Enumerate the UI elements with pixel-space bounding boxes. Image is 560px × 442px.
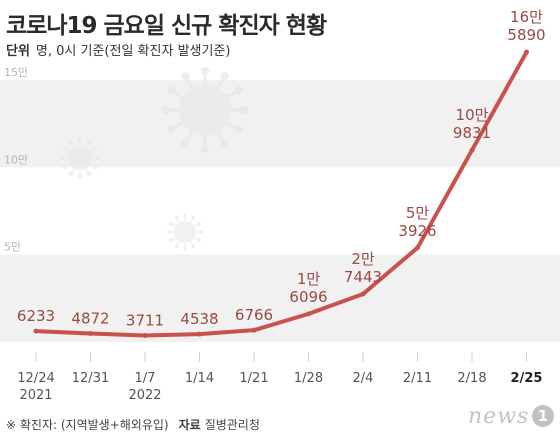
- virus-illustration: [60, 138, 100, 178]
- x-tick-label: 2021: [19, 388, 52, 403]
- x-tick-label: 2/18: [457, 371, 486, 386]
- data-point: [88, 330, 93, 336]
- data-label: 4538: [180, 310, 218, 328]
- data-label: 2만: [351, 250, 375, 268]
- data-point: [197, 331, 202, 337]
- data-point: [142, 333, 148, 339]
- virus-illustration: [166, 213, 204, 251]
- chart-title: 코로나19 금요일 신규 확진자 현황: [6, 13, 327, 39]
- x-tick-label: 2/4: [353, 371, 374, 386]
- source-text: 질병관리청: [204, 418, 260, 432]
- unit-note: 단위 명, 0시 기준(전일 확진자 발생기준): [6, 40, 230, 59]
- data-point: [33, 328, 39, 334]
- data-label: 4872: [71, 309, 109, 327]
- x-tick-label: 2/25: [511, 371, 543, 386]
- data-label: 16만: [510, 8, 543, 26]
- x-tick-label: 1/21: [239, 371, 268, 386]
- data-label: 6096: [289, 288, 327, 306]
- data-point: [415, 245, 420, 251]
- data-label: 5890: [507, 26, 545, 44]
- data-label: 9831: [453, 124, 491, 142]
- x-tick-label: 12/31: [72, 371, 109, 386]
- source-label: 자료: [178, 418, 201, 432]
- data-point: [524, 49, 529, 55]
- news1-logo: news 1: [468, 404, 555, 429]
- y-tick-label: 15만: [4, 66, 28, 79]
- data-label: 7443: [344, 268, 382, 286]
- x-tick-label: 1/28: [294, 371, 323, 386]
- data-label: 1만: [297, 270, 321, 288]
- y-tick-label: 10만: [4, 153, 28, 166]
- data-point: [360, 291, 366, 297]
- x-tick-label: 1/14: [185, 371, 214, 386]
- grid-band: [0, 254, 560, 342]
- series-line: [34, 50, 529, 338]
- data-point: [251, 327, 257, 333]
- data-label: 6233: [17, 307, 55, 325]
- unit-text: 명, 0시 기준(전일 확진자 발생기준): [35, 44, 231, 59]
- data-label: 3711: [126, 312, 164, 330]
- x-tick-label: 12/24: [17, 371, 54, 386]
- virus-illustration: [161, 66, 249, 154]
- data-label: 3926: [398, 222, 436, 240]
- data-point: [469, 147, 475, 153]
- data-label: 10만: [456, 106, 489, 124]
- data-label: 5만: [406, 204, 430, 222]
- x-tick-label: 1/7: [135, 371, 156, 386]
- footer-note: ※ 확진자: (지역발생+해외유입) 자료 질병관리청: [6, 416, 260, 433]
- y-tick-label: 5만: [4, 241, 21, 254]
- data-point: [306, 311, 311, 317]
- x-tick-label: 2/11: [403, 371, 432, 386]
- footnote: ※ 확진자: (지역발생+해외유입): [6, 418, 169, 432]
- data-label: 6766: [235, 306, 273, 324]
- unit-label: 단위: [6, 44, 30, 59]
- x-tick-label: 2022: [128, 388, 161, 403]
- grid-band: [0, 79, 560, 168]
